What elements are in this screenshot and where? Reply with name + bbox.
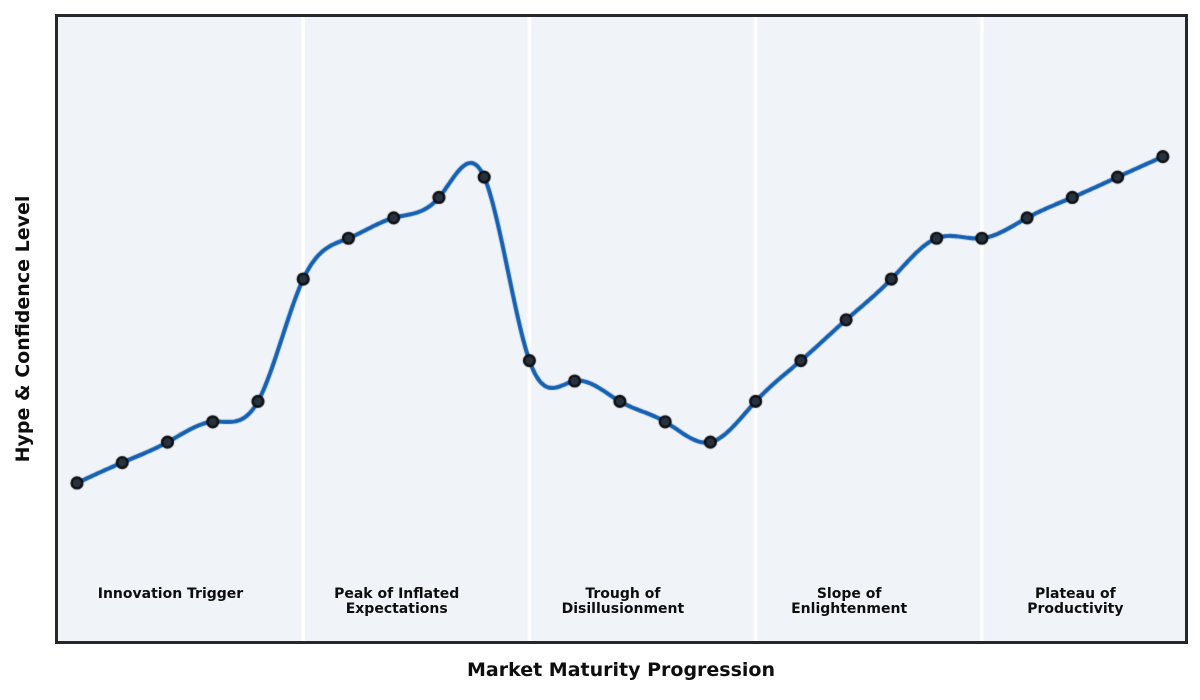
plot-area: Innovation Trigger Peak of Inflated Expe… bbox=[55, 14, 1188, 644]
x-axis-label: Market Maturity Progression bbox=[466, 659, 776, 681]
y-axis-label: Hype & Confidence Level bbox=[12, 195, 34, 463]
phase-label-trough-of-disillusionment: Trough of Disillusionment bbox=[561, 586, 685, 618]
phase-label-innovation-trigger: Innovation Trigger bbox=[97, 586, 244, 602]
phase-label-slope-of-enlightenment: Slope of Enlightenment bbox=[791, 586, 908, 618]
phase-label-peak-of-inflated-expectations: Peak of Inflated Expectations bbox=[334, 586, 460, 618]
hype-cycle-curve-canvas bbox=[58, 17, 1185, 641]
phase-label-plateau-of-productivity: Plateau of Productivity bbox=[1027, 586, 1124, 618]
